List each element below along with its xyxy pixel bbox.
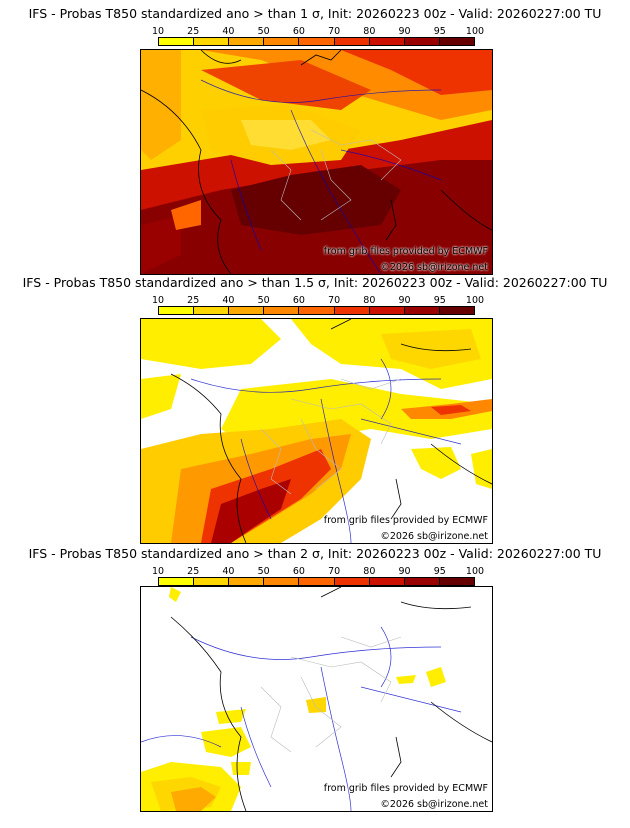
- credit-copyright: ©2026 sb@irizone.net: [380, 531, 488, 542]
- legend-tick-label: 70: [328, 295, 341, 306]
- legend-boxes: [158, 577, 475, 586]
- legend-tick-label: 100: [465, 295, 485, 306]
- map-graphic: [141, 319, 492, 543]
- probability-map: from grib files provided by ECMWF ©2026 …: [140, 49, 493, 275]
- legend-tick-label: 80: [363, 295, 376, 306]
- legend-color-swatch: [194, 307, 230, 314]
- legend-color-swatch: [404, 578, 440, 585]
- legend-color-swatch: [229, 38, 265, 45]
- legend-color-swatch: [334, 38, 370, 45]
- legend-tick-label: 25: [187, 295, 200, 306]
- legend-color-swatch: [264, 578, 300, 585]
- legend-color-swatch: [369, 578, 405, 585]
- legend-tick-label: 50: [257, 566, 270, 577]
- legend-ticks: 10 25 40 50 60 70 80 90 95 100: [152, 26, 484, 37]
- legend-color-swatch: [159, 578, 195, 585]
- panel-title: IFS - Probas T850 standardized ano > tha…: [28, 546, 602, 561]
- legend-color-swatch: [229, 307, 265, 314]
- color-legend: 10 25 40 50 60 70 80 90 95 100: [152, 566, 484, 588]
- legend-tick-label: 100: [465, 26, 485, 37]
- legend-ticks: 10 25 40 50 60 70 80 90 95 100: [152, 566, 484, 577]
- credit-source: from grib files provided by ECMWF: [323, 246, 488, 257]
- legend-color-swatch: [299, 307, 335, 314]
- legend-color-swatch: [439, 307, 474, 314]
- panel-title: IFS - Probas T850 standardized ano > tha…: [22, 275, 608, 290]
- legend-color-swatch: [369, 307, 405, 314]
- legend-tick-label: 40: [222, 566, 235, 577]
- legend-tick-label: 40: [222, 26, 235, 37]
- legend-tick-label: 10: [151, 566, 165, 577]
- legend-color-swatch: [369, 38, 405, 45]
- legend-color-swatch: [264, 38, 300, 45]
- legend-color-swatch: [194, 578, 230, 585]
- legend-color-swatch: [159, 38, 195, 45]
- legend-tick-label: 95: [433, 26, 446, 37]
- legend-color-swatch: [334, 578, 370, 585]
- legend-tick-label: 60: [292, 295, 305, 306]
- legend-color-swatch: [229, 578, 265, 585]
- legend-color-swatch: [439, 38, 474, 45]
- color-legend: 10 25 40 50 60 70 80 90 95 100: [152, 26, 484, 48]
- legend-tick-label: 70: [328, 26, 341, 37]
- legend-tick-label: 25: [187, 566, 200, 577]
- legend-tick-label: 60: [292, 566, 305, 577]
- legend-tick-label: 100: [465, 566, 485, 577]
- credit-copyright: ©2026 sb@irizone.net: [380, 262, 488, 273]
- map-graphic: [141, 50, 492, 274]
- probability-map: from grib files provided by ECMWF ©2026 …: [140, 318, 493, 544]
- credit-source: from grib files provided by ECMWF: [323, 783, 488, 794]
- legend-tick-label: 90: [398, 295, 411, 306]
- legend-tick-label: 40: [222, 295, 235, 306]
- legend-ticks: 10 25 40 50 60 70 80 90 95 100: [152, 295, 484, 306]
- legend-color-swatch: [299, 38, 335, 45]
- legend-boxes: [158, 37, 475, 46]
- probability-map: from grib files provided by ECMWF ©2026 …: [140, 586, 493, 812]
- credit-copyright: ©2026 sb@irizone.net: [380, 799, 488, 810]
- legend-tick-label: 60: [292, 26, 305, 37]
- legend-tick-label: 90: [398, 566, 411, 577]
- legend-color-swatch: [194, 38, 230, 45]
- panel-title: IFS - Probas T850 standardized ano > tha…: [28, 6, 602, 21]
- legend-tick-label: 95: [433, 566, 446, 577]
- legend-boxes: [158, 306, 475, 315]
- legend-color-swatch: [299, 578, 335, 585]
- legend-color-swatch: [159, 307, 195, 314]
- legend-tick-label: 80: [363, 26, 376, 37]
- legend-tick-label: 90: [398, 26, 411, 37]
- legend-tick-label: 10: [151, 295, 165, 306]
- color-legend: 10 25 40 50 60 70 80 90 95 100: [152, 295, 484, 317]
- legend-tick-label: 25: [187, 26, 200, 37]
- legend-color-swatch: [264, 307, 300, 314]
- map-graphic: [141, 587, 492, 811]
- legend-tick-label: 10: [151, 26, 165, 37]
- legend-color-swatch: [334, 307, 370, 314]
- credit-source: from grib files provided by ECMWF: [323, 515, 488, 526]
- legend-color-swatch: [404, 307, 440, 314]
- legend-tick-label: 70: [328, 566, 341, 577]
- legend-tick-label: 50: [257, 295, 270, 306]
- legend-tick-label: 80: [363, 566, 376, 577]
- legend-tick-label: 95: [433, 295, 446, 306]
- legend-tick-label: 50: [257, 26, 270, 37]
- legend-color-swatch: [404, 38, 440, 45]
- legend-color-swatch: [439, 578, 474, 585]
